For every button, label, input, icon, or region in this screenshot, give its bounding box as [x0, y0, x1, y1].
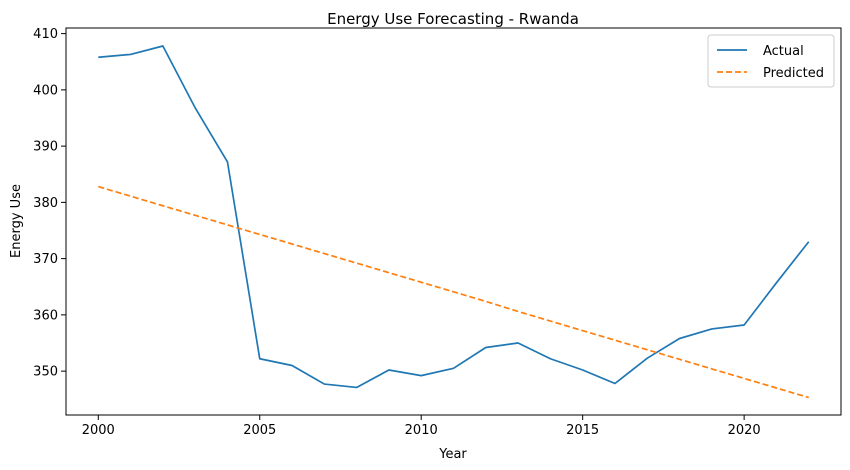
legend-box	[707, 34, 835, 88]
y-tick-label: 360	[33, 308, 58, 323]
x-axis-title: Year	[438, 447, 467, 462]
y-tick-label: 350	[33, 365, 58, 380]
series-line-actual	[98, 45, 810, 389]
chart-title: Energy Use Forecasting - Rwanda	[327, 10, 579, 28]
series-layer	[98, 45, 810, 399]
x-tick-label: 2005	[243, 423, 276, 438]
y-tick-label: 370	[33, 252, 58, 267]
x-tick-label: 2015	[566, 423, 599, 438]
legend-label-actual: Actual	[763, 44, 804, 59]
y-axis: 350 360 370 380 390 400 410	[33, 27, 66, 380]
plot-area	[65, 27, 842, 416]
y-tick-label: 390	[33, 140, 58, 155]
x-tick-label: 2010	[405, 423, 438, 438]
y-tick-label: 410	[33, 27, 58, 42]
series-line-predicted	[98, 185, 809, 399]
legend: Actual Predicted	[707, 34, 835, 88]
y-tick-label: 380	[33, 196, 58, 211]
y-axis-title: Energy Use	[9, 184, 24, 258]
x-tick-label: 2020	[728, 423, 761, 438]
legend-label-predicted: Predicted	[763, 66, 824, 81]
x-axis: 2000 2005 2010 2015 2020	[82, 415, 761, 438]
y-tick-label: 400	[33, 83, 58, 98]
x-tick-label: 2000	[82, 423, 115, 438]
